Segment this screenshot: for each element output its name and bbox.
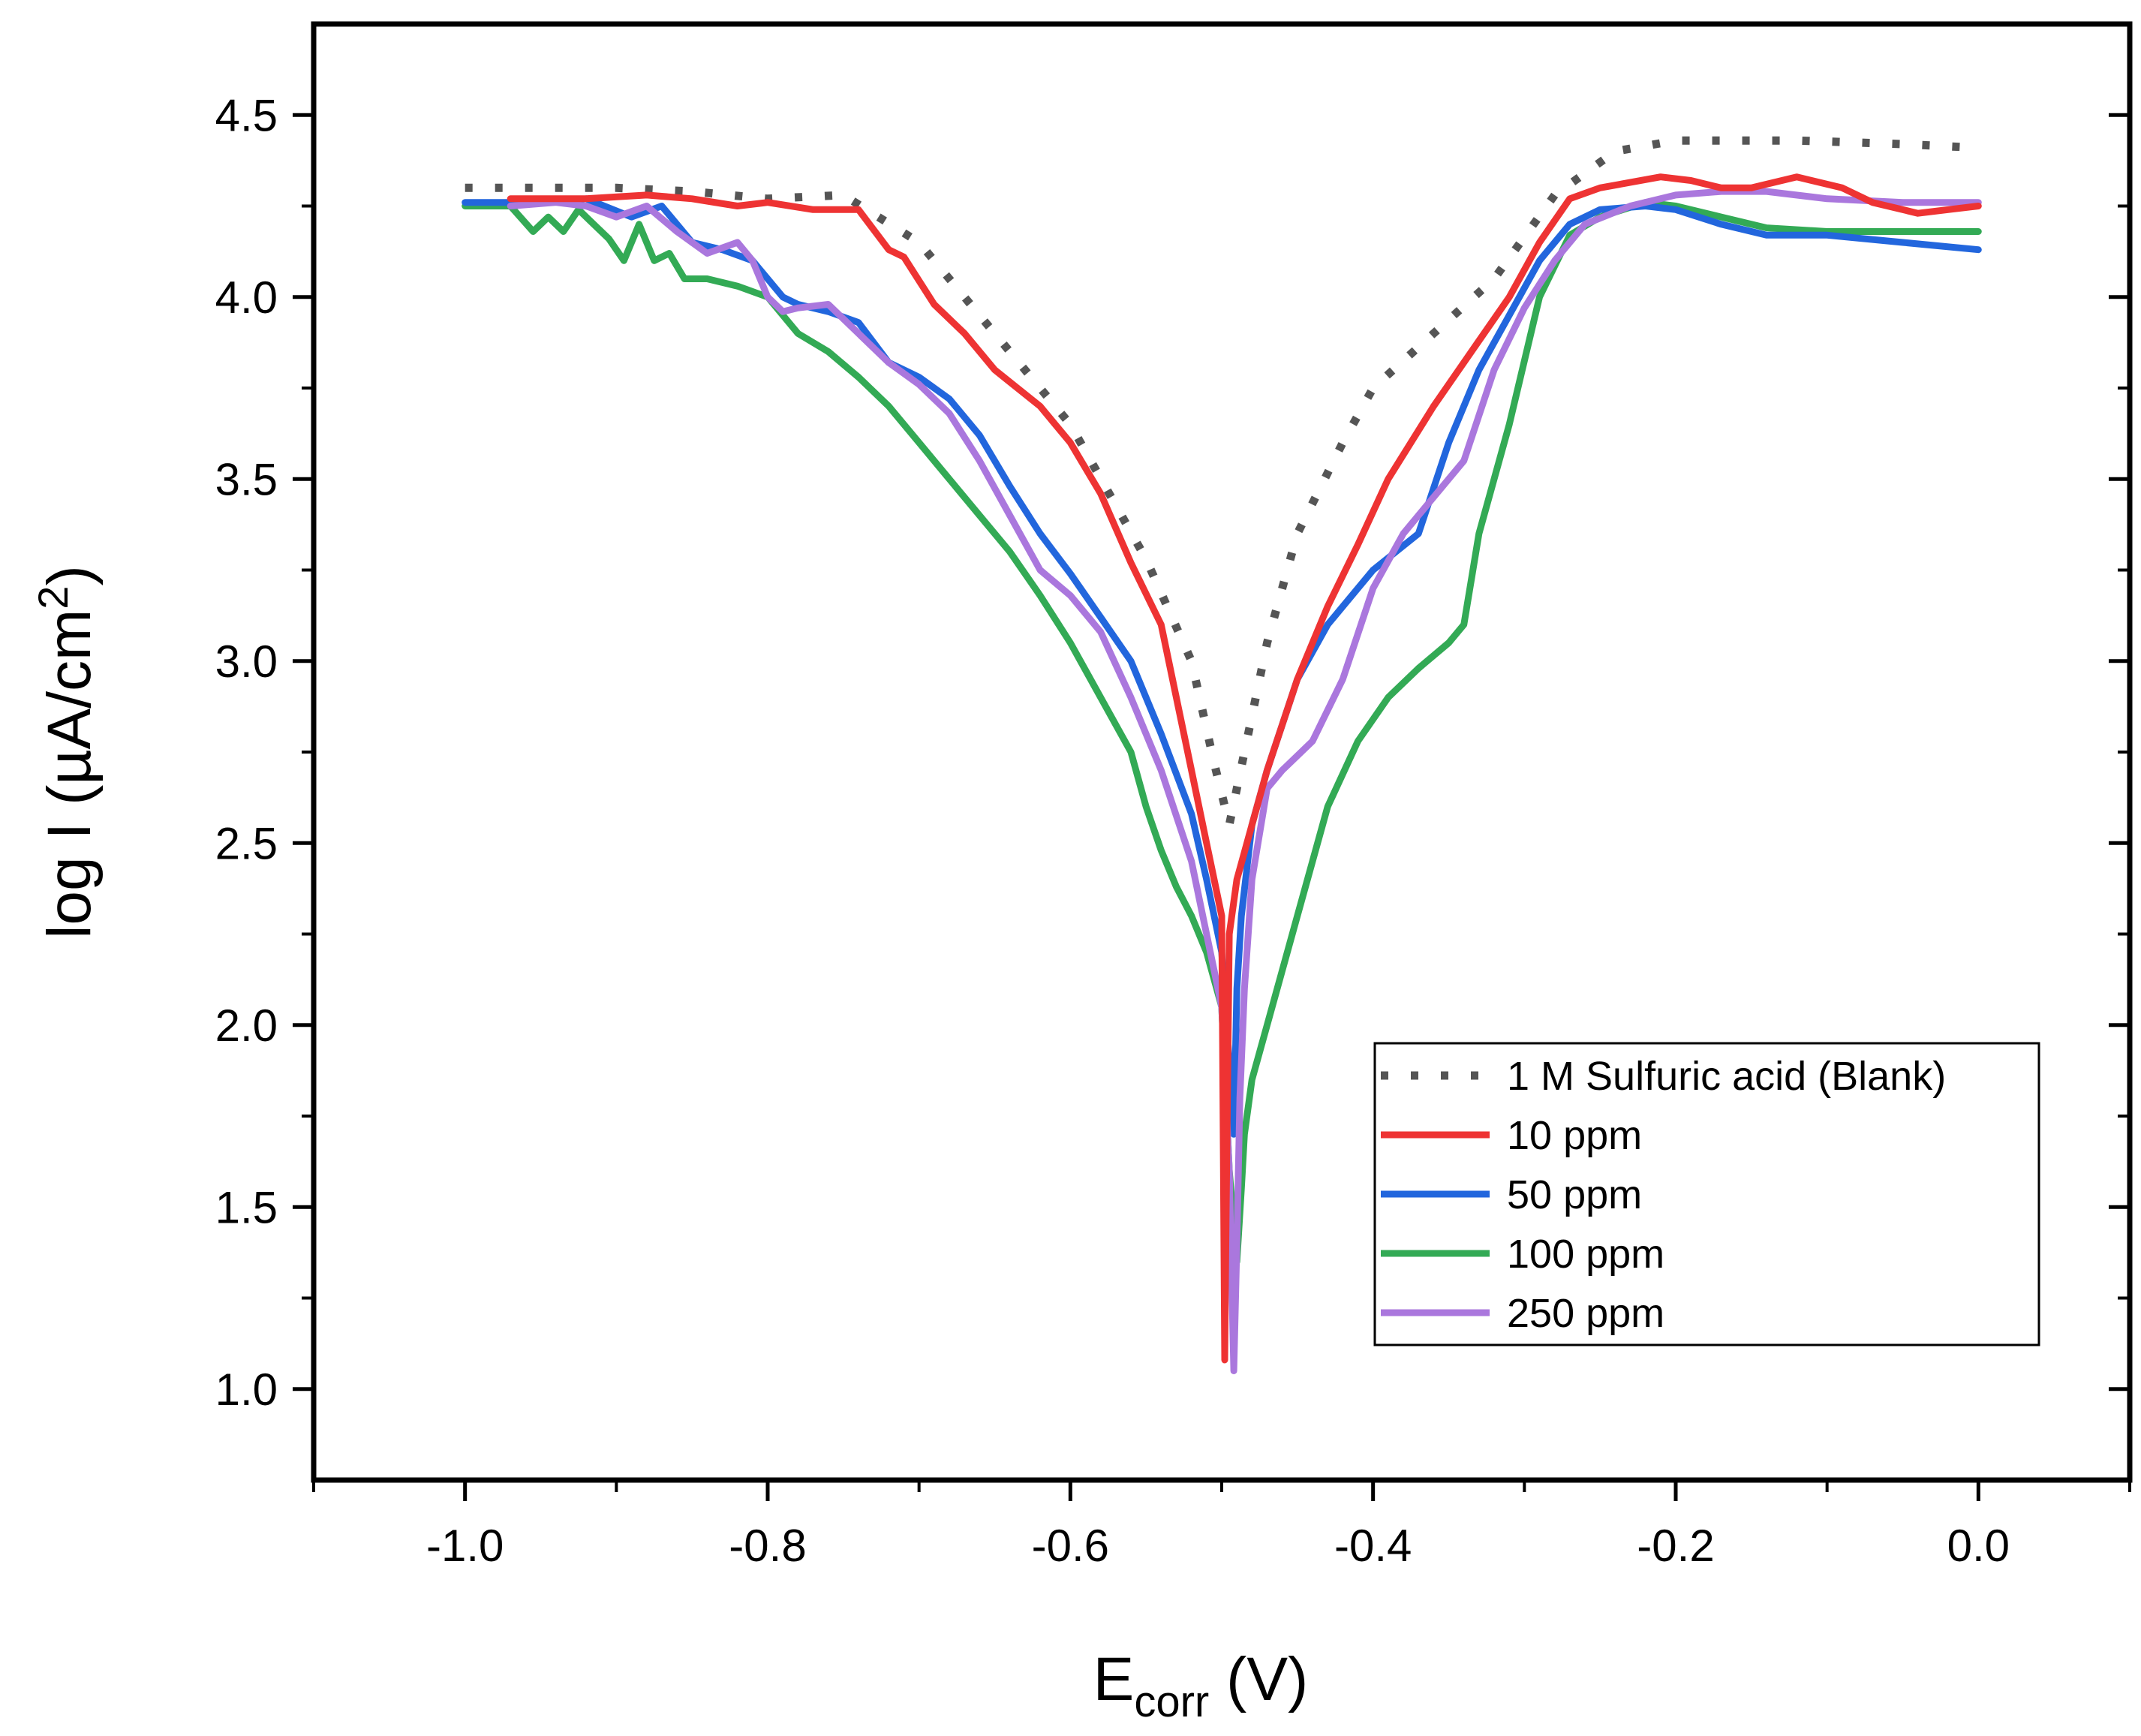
y-axis-title-main: log I (µA/cm [35, 609, 104, 939]
x-axis-title: Ecorr (V) [1093, 1645, 1309, 1726]
y-axis-ticks: 1.0 1.5 2.0 2.5 3.0 3.5 4.0 4.5 [215, 90, 2130, 1415]
y-tick-label: 4.0 [215, 272, 278, 323]
x-axis-title-subscript: corr [1134, 1677, 1209, 1726]
x-tick-label: -0.6 [1032, 1521, 1109, 1571]
x-tick-label: -0.4 [1334, 1521, 1412, 1571]
legend: 1 M Sulfuric acid (Blank) 10 ppm 50 ppm 100… [1373, 1042, 2040, 1346]
y-axis-title-end: ) [35, 565, 104, 585]
x-tick-label: 0.0 [1947, 1521, 2010, 1571]
legend-label-2: 50 ppm [1507, 1172, 1642, 1217]
legend-box [1373, 1042, 2040, 1346]
x-tick-label: -0.2 [1637, 1521, 1714, 1571]
plot-frame [311, 21, 2133, 1483]
y-tick-label: 1.5 [215, 1182, 278, 1232]
x-axis-title-main: E [1093, 1645, 1135, 1713]
series-line-1 [507, 173, 1982, 1364]
series-line-4 [507, 188, 1982, 1374]
x-axis-ticks: -1.0 -0.8 -0.6 -0.4 -0.2 0.0 [312, 1480, 2131, 1571]
series-line-2 [462, 195, 1982, 1138]
x-axis-title-unit: (V) [1209, 1645, 1308, 1713]
legend-label-1: 10 ppm [1507, 1113, 1642, 1158]
y-tick-label: 2.5 [215, 818, 278, 868]
series-line-3 [462, 199, 1982, 1265]
y-axis-title: log I (µA/cm2) [29, 565, 104, 939]
y-tick-label: 1.0 [215, 1364, 278, 1415]
y-tick-label: 3.5 [215, 454, 278, 504]
legend-label-3: 100 ppm [1507, 1232, 1664, 1277]
y-tick-label: 4.5 [215, 90, 278, 140]
x-tick-label: -1.0 [426, 1521, 504, 1571]
y-tick-label: 2.0 [215, 1000, 278, 1051]
legend-label-0: 1 M Sulfuric acid (Blank) [1507, 1054, 1946, 1099]
legend-label-4: 250 ppm [1507, 1291, 1664, 1336]
series-layer [462, 136, 1982, 1374]
y-axis-title-superscript: 2 [29, 586, 77, 609]
x-tick-label: -0.8 [729, 1521, 806, 1571]
y-tick-label: 3.0 [215, 636, 278, 687]
